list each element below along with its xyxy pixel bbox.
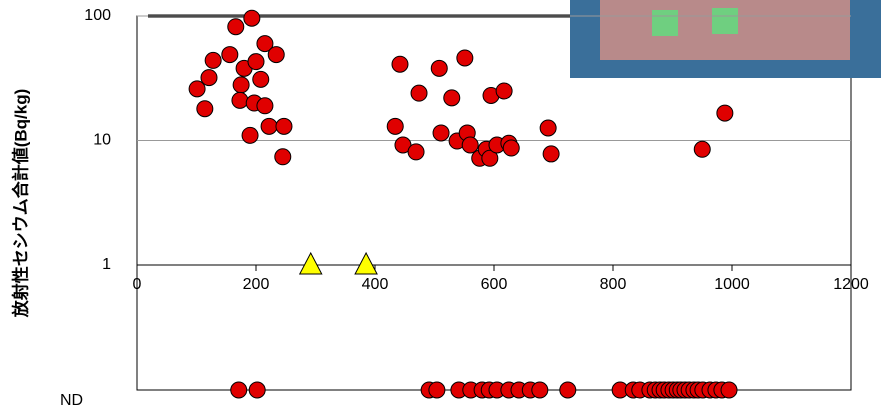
point [252, 70, 270, 88]
point [432, 124, 450, 142]
point [241, 126, 259, 144]
triangle-point [354, 251, 378, 275]
point [716, 104, 734, 122]
point [267, 46, 285, 64]
point [539, 119, 557, 137]
nd-point [531, 381, 549, 399]
point [232, 76, 250, 94]
point [188, 80, 206, 98]
point [461, 136, 479, 154]
x-tick-label: 1000 [714, 276, 750, 293]
point [256, 35, 274, 53]
x-tick-label: 0 [133, 276, 142, 293]
nd-label: ND [60, 392, 83, 409]
x-tick-label: 400 [362, 276, 389, 293]
point [196, 100, 214, 118]
point [407, 143, 425, 161]
point [221, 46, 239, 64]
nd-point [720, 381, 738, 399]
point [256, 97, 274, 115]
y-axis-label: 放射性セシウム合計値(Bq/kg) [10, 89, 30, 319]
point [274, 148, 292, 166]
point [247, 53, 265, 71]
point [410, 84, 428, 102]
photo [570, 0, 881, 78]
point [542, 145, 560, 163]
y-tick-label: 1 [102, 256, 111, 273]
point [386, 117, 404, 135]
point [243, 9, 261, 27]
nd-point [559, 381, 577, 399]
point [204, 51, 222, 69]
point [260, 117, 278, 135]
x-tick-label: 800 [600, 276, 627, 293]
triangle-point [298, 251, 323, 275]
point [275, 117, 293, 135]
y-tick-label: 100 [84, 7, 111, 24]
point [231, 91, 249, 109]
point [481, 149, 499, 167]
point [200, 69, 218, 87]
point [394, 136, 412, 154]
point [430, 59, 448, 77]
nd-point [428, 381, 446, 399]
point [443, 89, 461, 107]
y-tick-label: 10 [93, 132, 111, 149]
x-tick-label: 200 [243, 276, 270, 293]
point [693, 140, 711, 158]
point [227, 18, 245, 36]
nd-point [230, 381, 248, 399]
nd-point [248, 381, 266, 399]
point [391, 55, 409, 73]
point [495, 82, 513, 100]
point [456, 49, 474, 67]
photo-tag [652, 10, 678, 36]
x-tick-label: 600 [481, 276, 508, 293]
x-tick-label: 1200 [833, 276, 869, 293]
point [502, 139, 520, 157]
photo-tag [712, 8, 738, 34]
